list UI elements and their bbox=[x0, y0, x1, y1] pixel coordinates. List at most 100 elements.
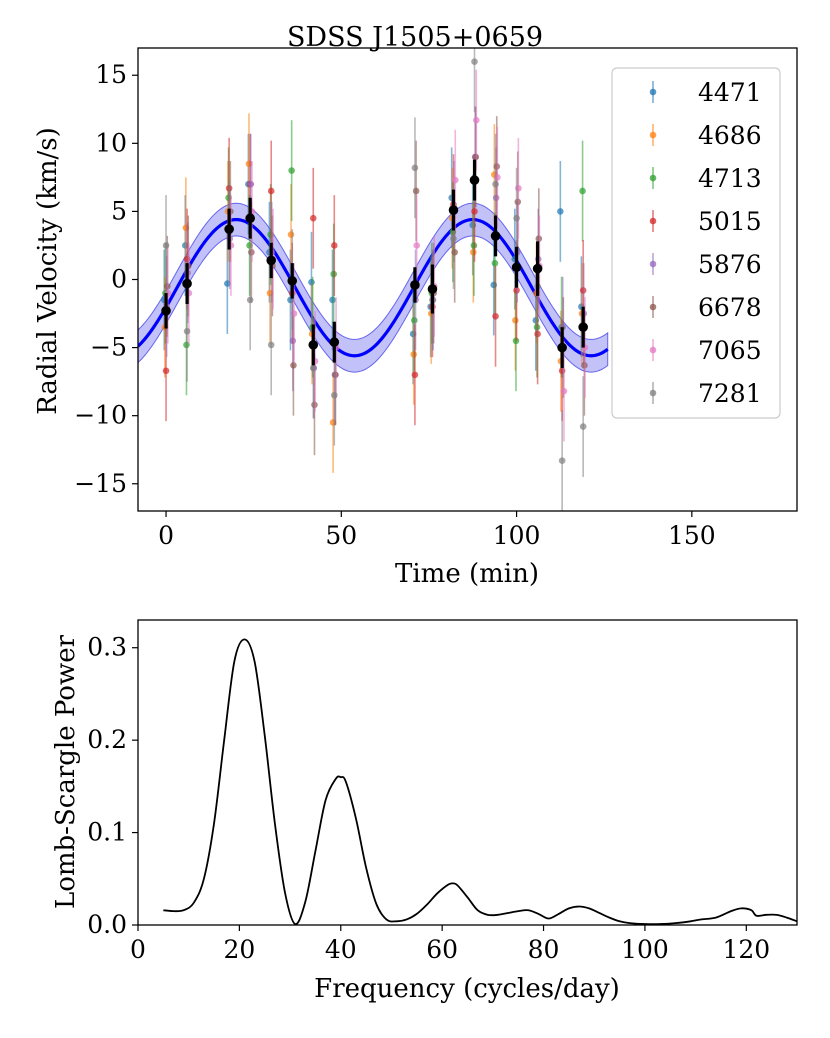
point-7065 bbox=[473, 116, 480, 124]
mean-point bbox=[161, 306, 171, 316]
point-5015 bbox=[330, 242, 338, 249]
top-x-tick-label: 100 bbox=[493, 521, 541, 550]
bottom-y-tick-label: 0.2 bbox=[87, 725, 127, 754]
bottom-x-axis-label: Frequency (cycles/day) bbox=[314, 974, 620, 1004]
point-5015 bbox=[309, 214, 317, 222]
point-5015 bbox=[267, 187, 275, 195]
mean-point bbox=[266, 255, 277, 266]
top-y-tick-label: 15 bbox=[95, 60, 127, 89]
legend-swatch-dot bbox=[649, 260, 657, 268]
bottom-x-tick-label: 40 bbox=[325, 935, 357, 964]
legend-swatch-dot bbox=[649, 389, 657, 397]
point-4713 bbox=[491, 259, 499, 267]
legend-swatch-dot bbox=[649, 303, 657, 311]
top-y-tick-label: 10 bbox=[95, 128, 127, 157]
mean-point bbox=[427, 284, 438, 294]
top-y-tick-label: −15 bbox=[74, 469, 127, 498]
mean-point bbox=[329, 337, 340, 347]
point-7281 bbox=[558, 457, 566, 464]
top-y-axis-label: Radial Velocity (km/s) bbox=[33, 127, 63, 415]
mean-point bbox=[410, 280, 420, 290]
top-x-axis-label: Time (min) bbox=[395, 559, 539, 589]
point-7281 bbox=[411, 164, 419, 172]
point-6678 bbox=[412, 187, 420, 195]
mean-point bbox=[224, 224, 234, 234]
periodogram-line bbox=[163, 638, 797, 925]
mean-point bbox=[308, 340, 319, 350]
top-plot-area bbox=[138, 48, 609, 511]
point-7281 bbox=[246, 296, 254, 304]
top-y-tick-label: 5 bbox=[111, 196, 127, 225]
point-7281 bbox=[513, 214, 520, 222]
top-y-tick-label: −10 bbox=[74, 401, 127, 430]
point-7281 bbox=[492, 180, 499, 188]
bottom-x-tick-label: 120 bbox=[722, 935, 770, 964]
point-5015 bbox=[411, 371, 419, 379]
legend-swatch-dot bbox=[649, 346, 657, 354]
legend-swatch-dot bbox=[649, 131, 657, 139]
legend: 4471 4686 4713 5015 5876 6678 7065 7281 bbox=[611, 67, 781, 419]
model-curve bbox=[138, 217, 609, 358]
legend-swatch-dot bbox=[649, 88, 657, 96]
bottom-y-tick-label: 0.1 bbox=[87, 818, 127, 847]
mean-point bbox=[557, 342, 567, 353]
top-y-tick-label: −5 bbox=[90, 333, 127, 362]
point-6678 bbox=[451, 248, 458, 256]
legend-swatch-dot bbox=[649, 174, 657, 182]
legend-swatch-dot bbox=[649, 217, 657, 225]
legend-label-4713: 4713 bbox=[698, 164, 762, 193]
bottom-plot-frame bbox=[137, 619, 798, 926]
legend-frame bbox=[611, 67, 781, 419]
legend-label-5876: 5876 bbox=[698, 250, 762, 279]
point-5015 bbox=[162, 367, 170, 375]
mean-point bbox=[245, 213, 255, 224]
point-4713 bbox=[579, 187, 586, 195]
bottom-x-tick-label: 100 bbox=[621, 935, 669, 964]
top-y-tick-label: 0 bbox=[111, 265, 127, 294]
bottom-x-tick-label: 20 bbox=[223, 935, 255, 964]
legend-label-6678: 6678 bbox=[698, 293, 762, 322]
point-7065 bbox=[560, 387, 568, 395]
bottom-x-tick-label: 60 bbox=[426, 935, 458, 964]
point-4471 bbox=[329, 296, 336, 304]
legend-label-7065: 7065 bbox=[698, 336, 762, 365]
point-7281 bbox=[309, 364, 317, 372]
lomb-scargle-plot: 0 20 40 60 80 100 120 0.0 0.1 0.2 0.3 bbox=[87, 619, 798, 964]
mean-point bbox=[532, 263, 543, 274]
point-4471 bbox=[557, 208, 564, 215]
mean-point bbox=[182, 278, 192, 289]
point-7281 bbox=[579, 423, 587, 430]
point-7281 bbox=[450, 235, 457, 242]
mean-point bbox=[448, 205, 459, 215]
point-6678 bbox=[290, 361, 297, 369]
legend-label-7281: 7281 bbox=[698, 379, 762, 408]
legend-label-5015: 5015 bbox=[698, 207, 762, 236]
legend-label-4686: 4686 bbox=[698, 121, 762, 150]
point-4713 bbox=[288, 167, 295, 174]
point-7281 bbox=[267, 341, 275, 349]
bottom-y-tick-label: 0.0 bbox=[87, 910, 127, 939]
bottom-y-tick-label: 0.3 bbox=[87, 633, 127, 662]
bottom-x-tick-label: 0 bbox=[130, 935, 146, 964]
radial-velocity-plot: 0 50 100 150 −15 −10 −5 0 5 10 15 4471 4686 4713 5015 5… bbox=[74, 47, 798, 550]
top-x-tick-label: 0 bbox=[158, 521, 174, 550]
point-4686 bbox=[287, 231, 295, 238]
point-7281 bbox=[183, 327, 191, 335]
point-7065 bbox=[451, 176, 459, 184]
mean-point bbox=[287, 276, 298, 286]
point-5015 bbox=[471, 208, 478, 215]
point-5015 bbox=[492, 312, 499, 320]
point-4713 bbox=[411, 317, 418, 324]
point-7281 bbox=[162, 242, 170, 249]
top-x-tick-label: 50 bbox=[325, 521, 357, 550]
point-5876 bbox=[247, 180, 255, 188]
mean-point bbox=[469, 175, 480, 185]
mean-point bbox=[578, 322, 588, 332]
point-7065 bbox=[413, 242, 421, 249]
top-x-tick-label: 150 bbox=[668, 521, 716, 550]
point-7281 bbox=[471, 58, 478, 65]
mean-point bbox=[511, 262, 522, 273]
series-4686 bbox=[161, 113, 586, 473]
bottom-y-axis-label: Lomb-Scargle Power bbox=[51, 634, 81, 909]
